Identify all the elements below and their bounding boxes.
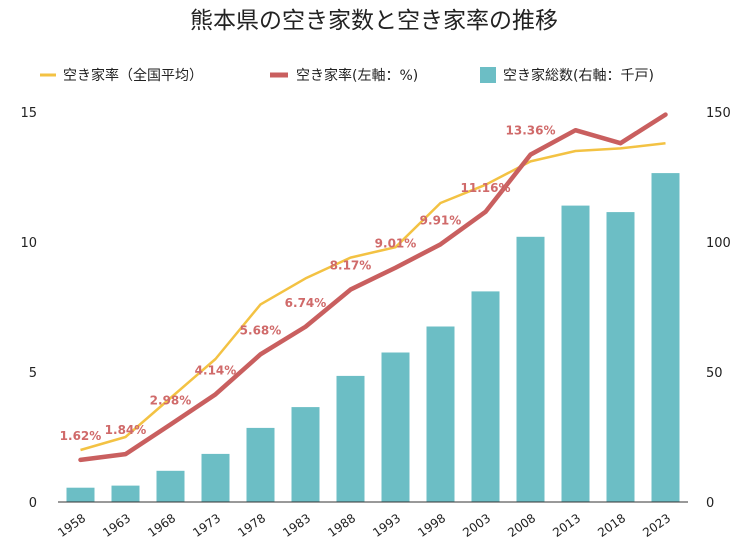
- data-label-kumamoto-rate: 9.91%: [420, 213, 462, 227]
- bar-vacant-total-1973: [201, 453, 230, 502]
- bar-vacant-total-2003: [471, 291, 500, 502]
- x-axis-tick-label: 2013: [550, 511, 583, 540]
- x-axis-tick-label: 1958: [55, 511, 88, 540]
- x-axis-tick-label: 1993: [370, 511, 403, 540]
- legend-swatch-vacant-total: [480, 67, 496, 83]
- right-axis-tick-label: 0: [706, 496, 714, 511]
- x-axis-tick-label: 2023: [640, 511, 673, 540]
- bar-vacant-total-2018: [606, 212, 635, 502]
- bar-vacant-total-1993: [381, 352, 410, 502]
- bar-vacant-total-1978: [246, 427, 275, 502]
- right-axis-tick-label: 100: [706, 236, 731, 251]
- bar-vacant-total-2023: [651, 173, 680, 502]
- x-axis-tick-label: 1963: [100, 511, 133, 540]
- bar-vacant-total-1963: [111, 485, 140, 502]
- legend-label-national-rate: 空き家率（全国平均）: [63, 67, 203, 84]
- bar-vacant-total-1968: [156, 470, 185, 502]
- chart-title: 熊本県の空き家数と空き家率の推移: [190, 8, 558, 34]
- left-axis-tick-label: 10: [20, 236, 37, 251]
- legend-label-kumamoto-rate: 空き家率(左軸：%): [296, 67, 418, 84]
- data-label-kumamoto-rate: 6.74%: [285, 296, 327, 310]
- left-axis-tick-label: 5: [29, 366, 37, 381]
- x-axis-tick-label: 1998: [415, 511, 448, 540]
- bar-vacant-total-2013: [561, 205, 590, 502]
- data-label-kumamoto-rate: 2.98%: [150, 394, 192, 408]
- data-label-kumamoto-rate: 4.14%: [195, 363, 237, 377]
- legend-item-national-rate[interactable]: 空き家率（全国平均）: [40, 67, 203, 84]
- x-axis-tick-label: 1968: [145, 511, 178, 540]
- left-axis-tick-label: 15: [20, 106, 37, 121]
- data-label-kumamoto-rate: 8.17%: [330, 259, 372, 273]
- legend-label-vacant-total: 空き家総数(右軸：千戸): [503, 67, 654, 84]
- x-axis-tick-label: 1988: [325, 511, 358, 540]
- data-label-kumamoto-rate: 13.36%: [506, 124, 556, 138]
- data-label-kumamoto-rate: 1.62%: [60, 429, 102, 443]
- bar-vacant-total-1958: [66, 487, 95, 502]
- bar-vacant-total-1988: [336, 375, 365, 502]
- x-axis-tick-label: 1973: [190, 511, 223, 540]
- data-label-kumamoto-rate: 5.68%: [240, 323, 282, 337]
- bar-vacant-total-2008: [516, 236, 545, 503]
- right-axis-tick-label: 50: [706, 366, 723, 381]
- line-national-rate: [80, 141, 666, 452]
- x-axis-tick-label: 2018: [595, 511, 628, 540]
- legend-item-kumamoto-rate[interactable]: 空き家率(左軸：%): [270, 67, 418, 84]
- data-label-kumamoto-rate: 1.84%: [105, 423, 147, 437]
- data-label-kumamoto-rate: 11.16%: [461, 181, 511, 195]
- line-kumamoto-rate: [78, 112, 668, 463]
- x-axis-tick-label: 1983: [280, 511, 313, 540]
- x-axis-tick-label: 2003: [460, 511, 493, 540]
- bar-vacant-total-1998: [426, 326, 455, 502]
- data-label-kumamoto-rate: 9.01%: [375, 237, 417, 251]
- x-axis-tick-label: 1978: [235, 511, 268, 540]
- left-axis-tick-label: 0: [29, 496, 37, 511]
- legend-item-vacant-total[interactable]: 空き家総数(右軸：千戸): [480, 67, 654, 84]
- right-axis-tick-label: 150: [706, 106, 731, 121]
- x-axis-tick-label: 2008: [505, 511, 538, 540]
- legend: 空き家率（全国平均） 空き家率(左軸：%) 空き家総数(右軸：千戸): [40, 67, 654, 84]
- bar-vacant-total-1983: [291, 407, 320, 502]
